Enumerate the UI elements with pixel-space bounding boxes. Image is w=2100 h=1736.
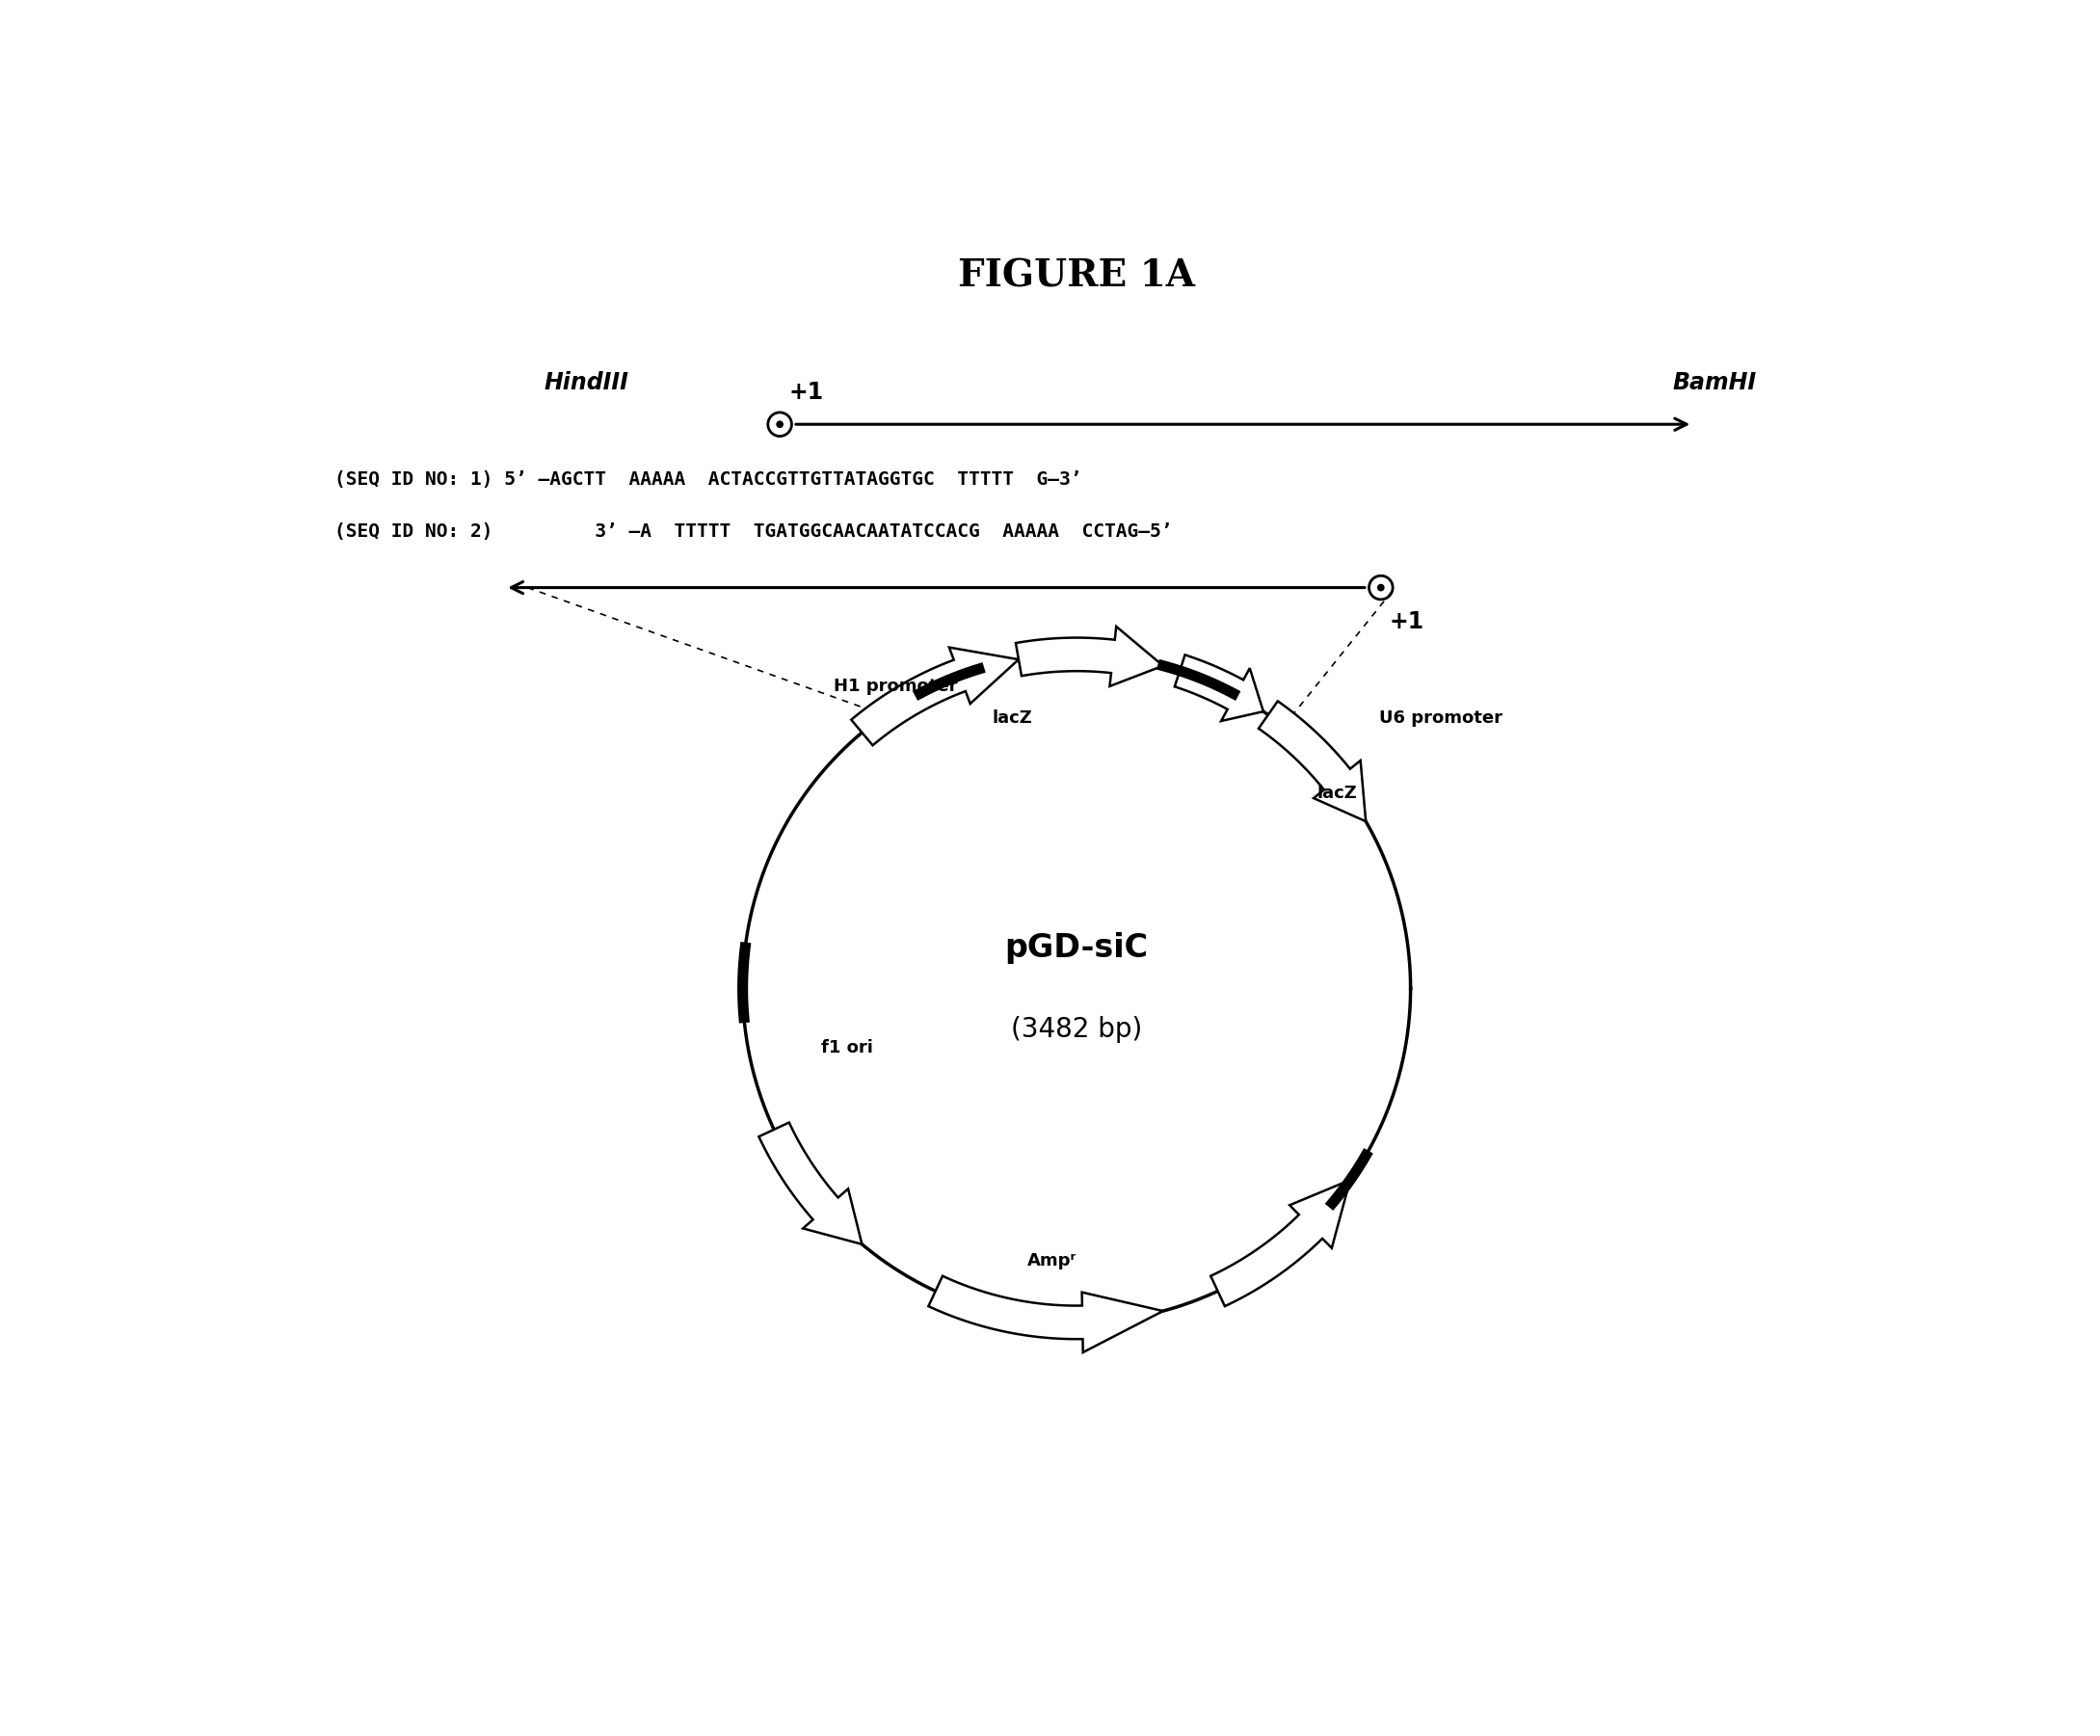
Polygon shape [1212,1180,1350,1305]
Circle shape [1378,583,1384,592]
Circle shape [777,420,783,429]
Text: HindIII: HindIII [544,372,630,394]
Polygon shape [1258,701,1365,821]
Text: lacZ: lacZ [1317,785,1357,802]
Text: FIGURE 1A: FIGURE 1A [958,257,1195,293]
Text: (SEQ ID NO: 1) 5’ –AGCTT  AAAAA  ACTACCGTTGTTATAGGTGC  TTTTT  G–3’: (SEQ ID NO: 1) 5’ –AGCTT AAAAA ACTACCGTT… [334,470,1082,490]
Text: f1 ori: f1 ori [821,1040,874,1057]
Text: (SEQ ID NO: 2)         3’ –A  TTTTT  TGATGGCAACAATATCCACG  AAAAA  CCTAG–5’: (SEQ ID NO: 2) 3’ –A TTTTT TGATGGCAACAAT… [334,523,1172,542]
Text: Ampʳ: Ampʳ [1027,1252,1077,1269]
Text: BamHI: BamHI [1674,372,1758,394]
Text: lacZ: lacZ [991,708,1033,726]
Text: (3482 bp): (3482 bp) [1010,1016,1142,1043]
Text: +1: +1 [1390,609,1424,634]
Polygon shape [850,648,1018,745]
Polygon shape [928,1276,1163,1352]
Text: +1: +1 [788,380,823,403]
Polygon shape [758,1123,861,1245]
Polygon shape [1174,654,1264,720]
Text: H1 promoter: H1 promoter [834,677,958,694]
Text: U6 promoter: U6 promoter [1380,708,1502,726]
Text: pGD-siC: pGD-siC [1004,932,1149,963]
Polygon shape [1016,627,1163,686]
